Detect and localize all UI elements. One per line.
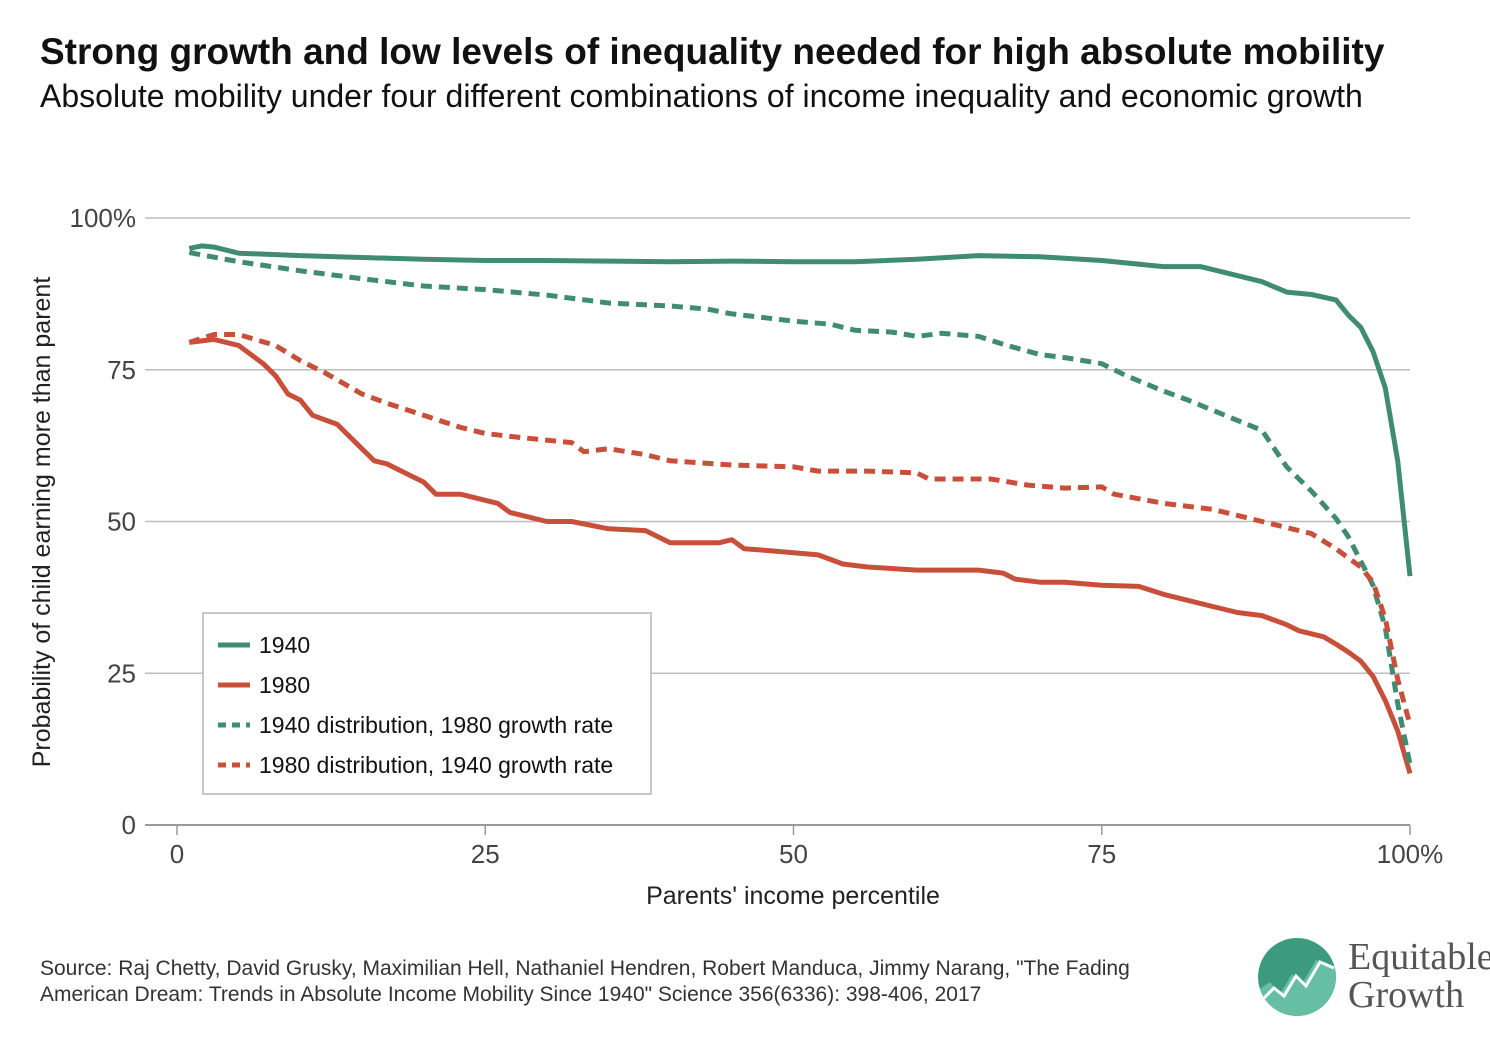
legend-label-1: 1980 — [259, 672, 310, 698]
legend-label-3: 1980 distribution, 1940 growth rate — [259, 752, 613, 778]
x-axis-ticks: 0 25 50 75 100% — [170, 825, 1443, 869]
equitable-growth-logo: Equitable Growth — [1244, 928, 1490, 1028]
chart-title: Strong growth and low levels of inequali… — [40, 31, 1385, 72]
x-tick-label: 0 — [170, 839, 184, 869]
x-tick-label: 75 — [1087, 839, 1116, 869]
chart-subtitle: Absolute mobility under four different c… — [40, 78, 1363, 114]
y-tick-label: 0 — [122, 810, 136, 840]
y-tick-label: 50 — [107, 507, 136, 537]
series-lines — [188, 243, 1413, 775]
legend-box — [202, 612, 652, 795]
gridlines — [145, 217, 1410, 826]
logo-mark-icon — [1258, 938, 1336, 1016]
y-tick-label: 25 — [107, 658, 136, 688]
legend-label-2: 1940 distribution, 1980 growth rate — [259, 712, 613, 738]
series-line-2 — [188, 250, 1413, 765]
source-note: Source: Raj Chetty, David Grusky, Maximi… — [40, 957, 1130, 1006]
logo-line-2: Growth — [1348, 974, 1465, 1016]
y-tick-label: 100% — [70, 203, 137, 233]
y-axis-ticks: 0 25 50 75 100% — [70, 203, 137, 840]
line-chart: 0 25 50 75 100% 0 25 50 75 100% Parents' income … — [28, 203, 1443, 910]
x-tick-label: 50 — [779, 839, 808, 869]
x-axis-label: Parents' income percentile — [646, 882, 940, 910]
y-axis-label: Probability of child earning more than p… — [28, 277, 56, 768]
series-line-0 — [188, 243, 1413, 577]
legend-label-0: 1940 — [259, 632, 310, 658]
x-tick-label: 100% — [1377, 839, 1444, 869]
x-tick-label: 25 — [471, 839, 500, 869]
logo-line-1: Equitable — [1348, 936, 1490, 978]
series-line-1 — [188, 336, 1413, 775]
y-tick-label: 75 — [107, 355, 136, 385]
legend: 1940 1980 1940 distribution, 1980 growth r… — [202, 612, 652, 795]
series-line-3 — [188, 332, 1413, 726]
